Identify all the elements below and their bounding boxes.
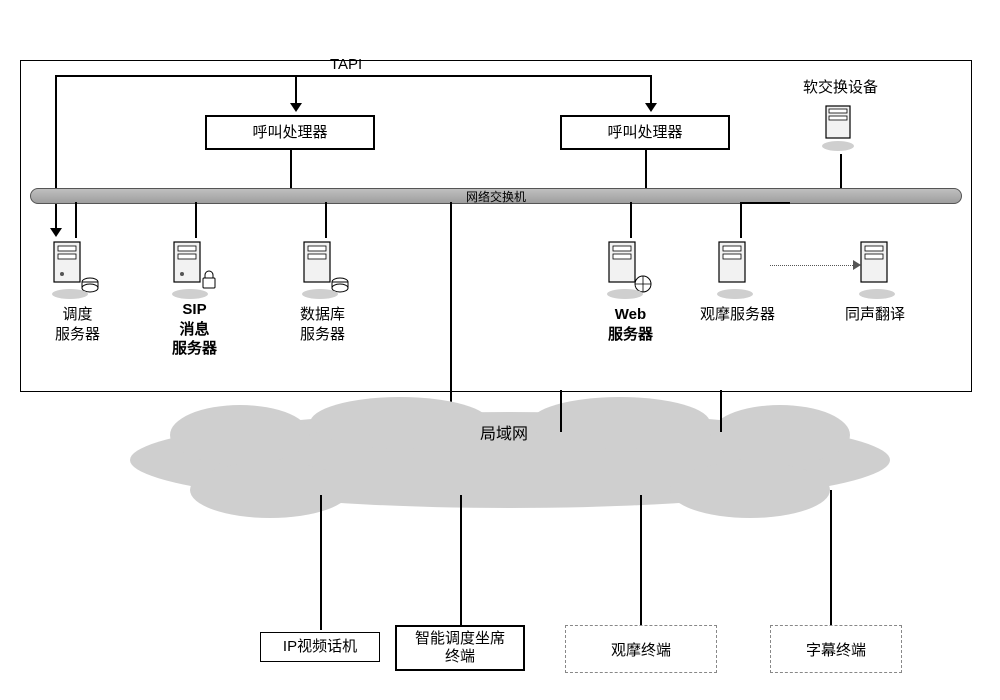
tapi-arrow-1 [290,103,302,112]
drop-agent [460,495,462,630]
tapi-drop-2 [650,75,652,105]
call-processor-1-label: 呼叫处理器 [252,124,327,142]
call-processor-1: 呼叫处理器 [205,115,375,150]
cloud-up2 [720,390,722,432]
observe-server-label: 观摩服务器 [700,305,775,325]
web-server-label: Web 服务器 [608,305,653,344]
ip-video-phone-box: IP视频话机 [260,632,380,662]
smart-agent-label: 智能调度坐席 终端 [415,630,505,666]
drop-db [325,202,327,238]
observe-server-icon [713,238,769,302]
db-server-icon [298,238,354,302]
sip-server-label: SIP 消息 服务器 [172,300,217,359]
cp2-link [645,150,647,188]
softswitch-icon [818,100,864,154]
observe-terminal-label: 观摩终端 [611,639,671,660]
observe-interp-arrow [853,260,861,270]
tapi-label: TAPI [330,55,362,75]
dispatch-server-label: 调度 服务器 [55,305,100,344]
drop-subtitle [830,490,832,630]
drop-web [630,202,632,238]
tapi-drop-left [55,75,57,230]
observe-interp-dotted [770,265,855,266]
network-switch-bus: 网络交换机 [30,188,962,204]
lan-label: 局域网 [480,425,528,446]
cp1-link [290,150,292,188]
call-processor-2: 呼叫处理器 [560,115,730,150]
tapi-arrow-2 [645,103,657,112]
drop-sip [195,202,197,238]
drop-dispatch [75,202,77,238]
cloud-up1 [560,390,562,432]
drop-ipphone [320,495,322,630]
call-processor-2-label: 呼叫处理器 [607,124,682,142]
sip-server-icon [168,238,224,302]
softswitch-link [840,154,842,188]
observe-terminal-box: 观摩终端 [565,625,717,673]
interp-label: 同声翻译 [845,305,905,325]
tapi-drop-1 [295,75,297,105]
ip-video-phone-label: IP视频话机 [283,638,357,656]
softswitch-label: 软交换设备 [803,78,878,98]
bus-label: 网络交换机 [31,188,961,205]
drop-observe-term [640,495,642,630]
dispatch-server-icon [48,238,104,302]
tapi-arrow-left [50,228,62,237]
db-server-label: 数据库 服务器 [300,305,345,344]
subtitle-terminal-box: 字幕终端 [770,625,902,673]
interp-server-icon [855,238,911,302]
web-server-icon [603,238,659,302]
diagram-canvas: TAPI 软交换设备 呼叫处理器 呼叫处理器 网络交换机 调度 服务器 [0,0,1000,700]
drop-observe-h [740,202,790,204]
subtitle-terminal-label: 字幕终端 [806,639,866,660]
smart-agent-box: 智能调度坐席 终端 [395,625,525,671]
tapi-line-h [55,75,650,77]
lan-cloud [120,395,900,525]
drop-observe [740,202,742,238]
